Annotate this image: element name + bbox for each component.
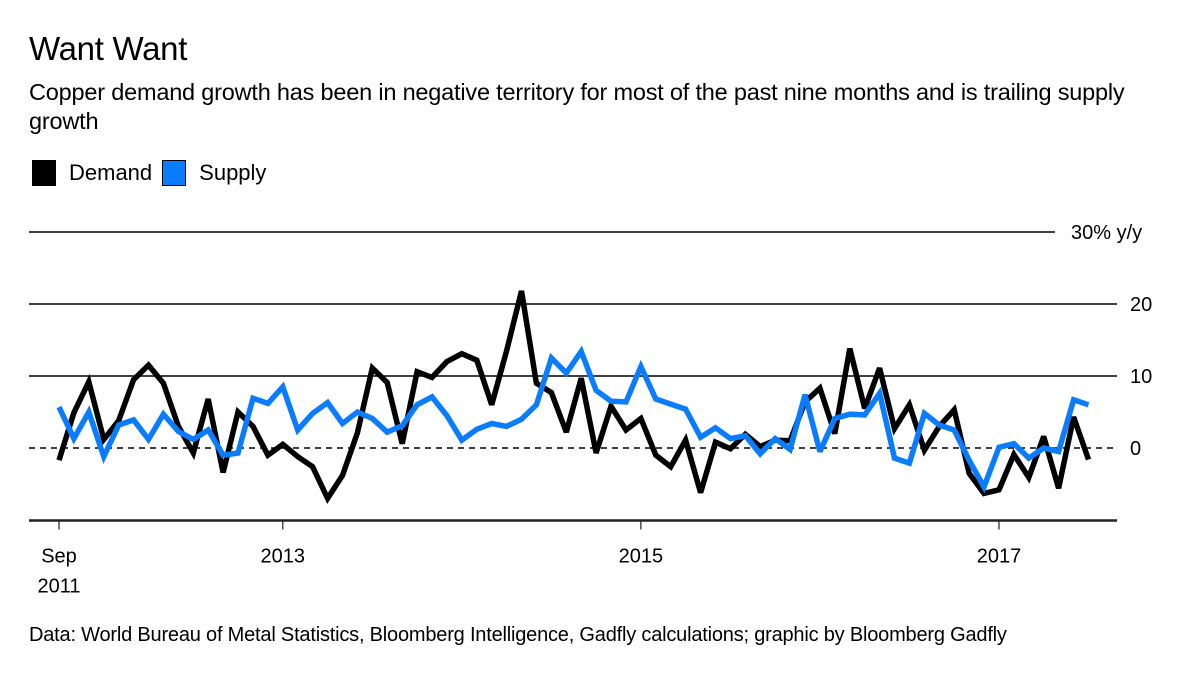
- chart-subtitle: Copper demand growth has been in negativ…: [29, 79, 1125, 134]
- x-tick-label: 2011: [37, 576, 80, 598]
- source-note: Data: World Bureau of Metal Statistics, …: [29, 624, 1007, 646]
- legend-label-demand: Demand: [69, 160, 153, 185]
- x-tick-label: 2015: [619, 546, 664, 568]
- x-tick-label: Sep: [41, 546, 77, 568]
- series-line-supply: [56, 345, 1090, 494]
- legend-label-supply: Supply: [199, 160, 267, 185]
- y-tick-label: 20: [1130, 294, 1152, 316]
- legend-item-demand: Demand: [32, 160, 152, 186]
- chart-title: Want Want: [29, 30, 188, 67]
- legend-item-supply: Supply: [162, 160, 266, 186]
- x-tick-label: 2013: [261, 546, 306, 568]
- y-tick-label: 10: [1130, 366, 1152, 388]
- y-tick-label: 30% y/y: [1071, 222, 1142, 244]
- series-line-demand: [56, 290, 1092, 505]
- x-tick-label: 2017: [977, 546, 1022, 568]
- y-tick-label: 0: [1130, 438, 1141, 460]
- legend: Demand Supply: [32, 160, 276, 186]
- legend-swatch-supply: [162, 160, 187, 186]
- legend-swatch-demand: [32, 160, 56, 186]
